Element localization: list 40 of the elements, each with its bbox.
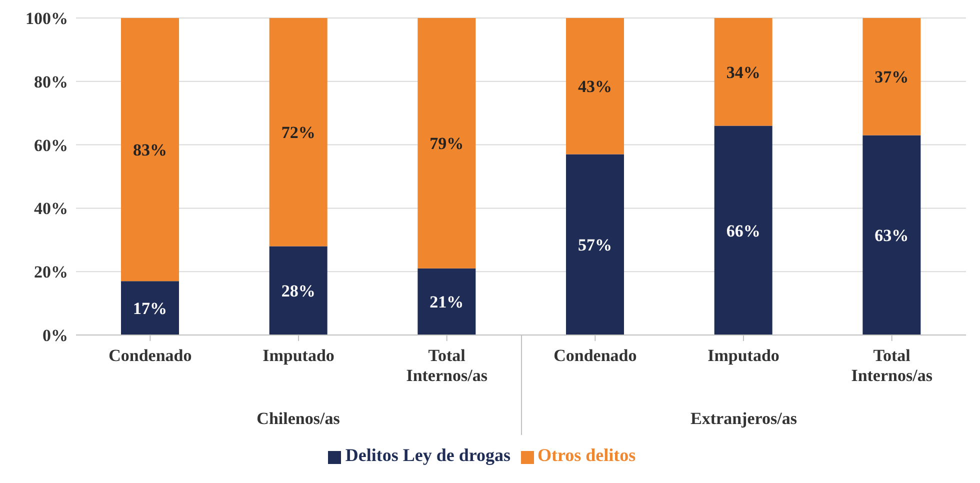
legend-label: Otros delitos (538, 445, 636, 465)
bar (714, 126, 772, 335)
data-label: 79% (430, 134, 464, 154)
bar (418, 18, 476, 268)
bar (269, 18, 328, 246)
y-tick-label: 0% (42, 326, 68, 346)
legend-label: Delitos Ley de drogas (345, 445, 510, 465)
data-label: 63% (874, 226, 909, 246)
bar (121, 281, 179, 335)
text: Extranjeros/as (690, 409, 797, 428)
bar (862, 135, 921, 335)
data-label: 43% (578, 77, 612, 96)
y-tick-label: 20% (34, 262, 68, 282)
bar (269, 246, 328, 335)
data-label: 37% (874, 68, 909, 87)
data-label: 28% (281, 282, 316, 301)
data-label: 66% (726, 221, 760, 240)
bar (566, 18, 624, 154)
bar (714, 18, 772, 126)
bar (862, 18, 921, 136)
bar (121, 18, 179, 282)
bar (566, 154, 624, 335)
data-label: 34% (726, 62, 760, 82)
x-tick-label: Total Internos/as (406, 346, 488, 385)
y-tick-label: 60% (34, 136, 68, 155)
x-tick-label: Condenado (554, 346, 637, 365)
data-label: 17% (133, 299, 167, 318)
data-label: 21% (430, 292, 464, 312)
data-label: 83% (133, 140, 167, 160)
y-tick-label: 80% (34, 72, 68, 92)
y-tick-label: 100% (26, 9, 68, 28)
x-tick-label: Total Internos/as (851, 346, 933, 385)
text: Chilenos/as (256, 409, 340, 428)
y-tick-label: 40% (34, 199, 68, 218)
x-tick-label: Imputado (262, 346, 334, 365)
x-tick-label: Condenado (108, 346, 192, 365)
data-label: 72% (281, 123, 316, 142)
bar (418, 268, 476, 335)
x-tick-label: Imputado (708, 346, 780, 365)
data-label: 57% (578, 236, 612, 255)
